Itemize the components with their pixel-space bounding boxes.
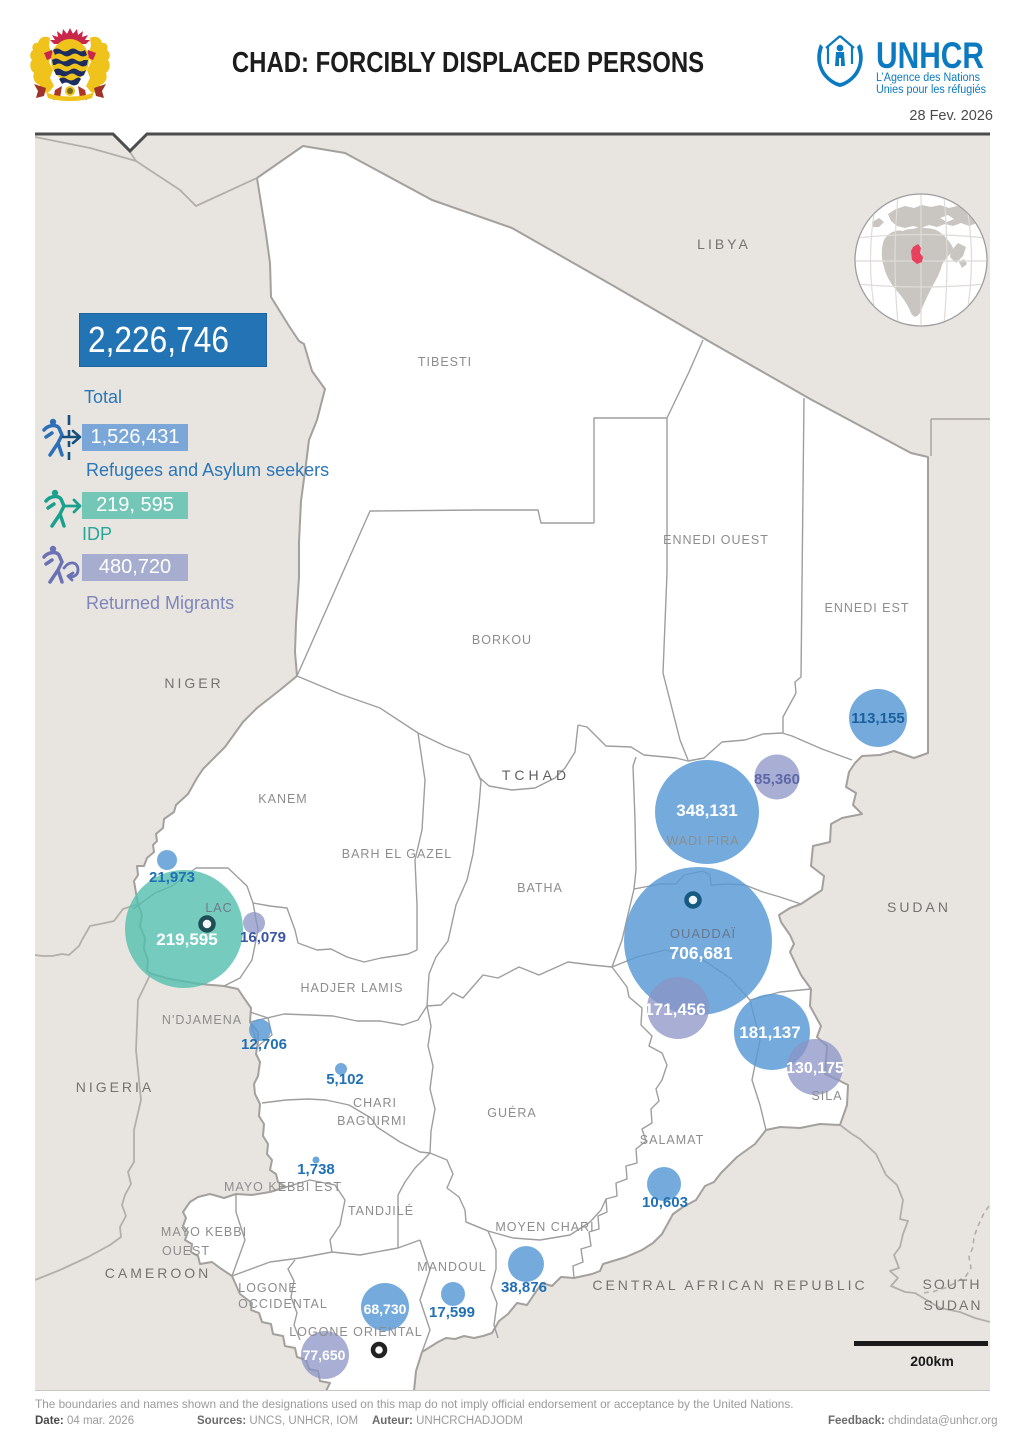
- svg-text:N'DJAMENA: N'DJAMENA: [162, 1013, 242, 1027]
- svg-text:706,681: 706,681: [669, 943, 733, 963]
- svg-text:HADJER LAMIS: HADJER LAMIS: [301, 981, 404, 995]
- svg-text:MAYO KEBBI: MAYO KEBBI: [161, 1225, 247, 1239]
- svg-text:LOGONE: LOGONE: [238, 1281, 298, 1295]
- svg-text:L’Agence des Nations: L’Agence des Nations: [876, 72, 980, 84]
- svg-text:LIBYA: LIBYA: [697, 236, 751, 252]
- svg-text:5,102: 5,102: [326, 1071, 364, 1088]
- svg-text:ENNEDI OUEST: ENNEDI OUEST: [663, 533, 769, 547]
- svg-text:MANDOUL: MANDOUL: [417, 1260, 487, 1274]
- svg-text:LOGONE ORIENTAL: LOGONE ORIENTAL: [289, 1325, 423, 1339]
- svg-text:BORKOU: BORKOU: [472, 633, 532, 647]
- svg-text:16,079: 16,079: [240, 929, 286, 946]
- svg-text:WADI FIRA: WADI FIRA: [666, 834, 739, 848]
- svg-text:181,137: 181,137: [739, 1023, 800, 1042]
- svg-text:NIGER: NIGER: [164, 675, 223, 691]
- svg-text:38,876: 38,876: [501, 1279, 547, 1296]
- svg-text:BARH EL GAZEL: BARH EL GAZEL: [342, 847, 453, 861]
- svg-text:UNHCR: UNHCR: [876, 35, 984, 76]
- svg-text:171,456: 171,456: [644, 1000, 705, 1019]
- svg-text:MAYO KEBBI EST: MAYO KEBBI EST: [224, 1180, 342, 1194]
- svg-text:CAMEROON: CAMEROON: [105, 1265, 211, 1281]
- svg-text:77,650: 77,650: [303, 1347, 346, 1363]
- svg-text:68,730: 68,730: [364, 1301, 407, 1317]
- svg-text:GUÉRA: GUÉRA: [487, 1105, 536, 1120]
- svg-text:MOYEN CHARI: MOYEN CHARI: [495, 1220, 594, 1234]
- svg-text:SALAMAT: SALAMAT: [640, 1133, 704, 1147]
- svg-text:CHARI: CHARI: [353, 1096, 397, 1110]
- svg-text:21,973: 21,973: [149, 869, 195, 886]
- svg-text:OCCIDENTAL: OCCIDENTAL: [238, 1297, 328, 1311]
- svg-text:NIGERIA: NIGERIA: [76, 1079, 155, 1095]
- svg-text:130,175: 130,175: [786, 1060, 844, 1077]
- svg-text:Unies pour les réfugiés: Unies pour les réfugiés: [876, 84, 986, 96]
- svg-text:OUEST: OUEST: [162, 1244, 210, 1258]
- svg-text:BAGUIRMI: BAGUIRMI: [337, 1114, 407, 1128]
- svg-text:KANEM: KANEM: [258, 792, 307, 806]
- svg-text:219,595: 219,595: [156, 930, 217, 949]
- svg-text:85,360: 85,360: [754, 771, 800, 788]
- svg-text:348,131: 348,131: [676, 801, 737, 820]
- svg-text:10,603: 10,603: [642, 1194, 688, 1211]
- svg-text:TIBESTI: TIBESTI: [418, 355, 472, 369]
- svg-text:113,155: 113,155: [851, 710, 904, 727]
- svg-text:SUDAN: SUDAN: [923, 1297, 982, 1313]
- svg-text:CENTRAL AFRICAN REPUBLIC: CENTRAL AFRICAN REPUBLIC: [592, 1277, 867, 1293]
- svg-text:OUADDAÏ: OUADDAÏ: [670, 926, 736, 941]
- svg-text:17,599: 17,599: [429, 1304, 475, 1321]
- svg-text:ENNEDI EST: ENNEDI EST: [824, 601, 909, 615]
- svg-text:LAC: LAC: [205, 901, 232, 915]
- svg-text:SILA: SILA: [811, 1089, 842, 1103]
- svg-text:200km: 200km: [910, 1353, 954, 1369]
- svg-text:SOUTH: SOUTH: [923, 1276, 982, 1292]
- svg-text:TCHAD: TCHAD: [502, 767, 570, 783]
- svg-text:BATHA: BATHA: [517, 881, 563, 895]
- svg-text:SUDAN: SUDAN: [887, 899, 951, 915]
- svg-text:TANDJILÉ: TANDJILÉ: [348, 1203, 414, 1218]
- svg-text:12,706: 12,706: [241, 1036, 287, 1053]
- svg-text:1,738: 1,738: [297, 1161, 335, 1178]
